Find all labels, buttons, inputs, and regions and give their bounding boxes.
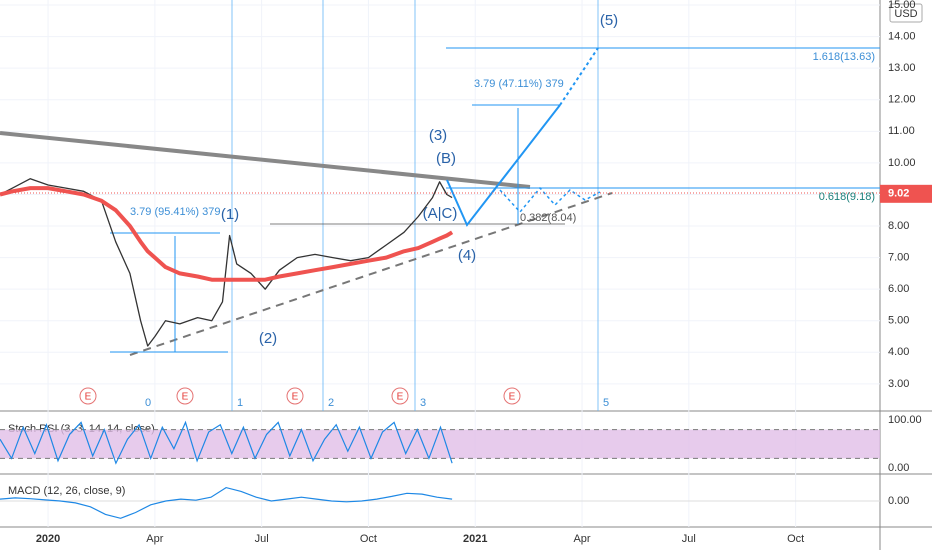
fib-label: 0.618(9.18) <box>819 191 875 203</box>
y-tick-label: 5.00 <box>888 315 909 327</box>
macd-line <box>0 486 453 519</box>
indicator-title: MACD (12, 26, close, 9) <box>8 485 125 497</box>
y-tick-label: 7.00 <box>888 251 909 263</box>
trendline <box>129 192 613 356</box>
wave-label: (B) <box>436 150 456 167</box>
cycle-label: 0 <box>145 397 151 409</box>
wave-projection <box>499 186 601 214</box>
y-tick-label: 0.00 <box>888 462 909 474</box>
price-line <box>0 186 454 282</box>
measure-label: 3.79 (47.11%) 379 <box>474 78 564 90</box>
x-tick-label: 2020 <box>36 533 60 545</box>
wave-label: (4) <box>458 247 476 264</box>
y-tick-label: 10.00 <box>888 157 916 169</box>
last-price-label: 9.02 <box>888 188 909 200</box>
drawings <box>0 0 880 411</box>
last-price-box <box>880 184 932 203</box>
x-tick-label: Oct <box>360 533 377 545</box>
y-tick-label: 4.00 <box>888 346 909 358</box>
x-tick-label: Apr <box>573 533 590 545</box>
y-tick-label: 6.00 <box>888 283 909 295</box>
x-tick-label: Jul <box>255 533 269 545</box>
x-tick-label: Apr <box>146 533 163 545</box>
cycle-label: 2 <box>328 397 334 409</box>
wave-label: (A|C) <box>423 205 458 222</box>
fib-label: 1.618(13.63) <box>813 51 875 63</box>
y-tick-label: 13.00 <box>888 62 916 74</box>
y-tick-label: 15.00 <box>888 0 916 11</box>
cycle-label: 5 <box>603 397 609 409</box>
earnings-markers: E E E E E <box>79 387 521 405</box>
currency: USD <box>894 8 917 20</box>
x-tick-label: 2021 <box>463 533 487 545</box>
wave-label: (2) <box>259 330 277 347</box>
earnings-marker[interactable] <box>176 387 194 405</box>
earnings-label: E <box>509 392 516 403</box>
y-tick-label: 0.00 <box>888 495 909 507</box>
x-tick-label: Oct <box>787 533 804 545</box>
currency-badge[interactable] <box>889 3 923 23</box>
y-tick-label: 12.00 <box>888 94 916 106</box>
fib-label: 0.382(8.04) <box>520 212 576 224</box>
y-tick-label: 14.00 <box>888 31 916 43</box>
earnings-label: E <box>397 392 404 403</box>
wave-projection <box>446 104 561 227</box>
y-tick-label: 3.00 <box>888 378 909 390</box>
cycle-label: 3 <box>420 397 426 409</box>
stoch-band <box>0 429 880 459</box>
y-tick-label: 100.00 <box>888 414 922 426</box>
earnings-marker[interactable] <box>286 387 304 405</box>
earnings-label: E <box>292 392 299 403</box>
measure-label: 3.79 (95.41%) 379 <box>130 206 221 218</box>
wave-label: (5) <box>600 12 618 29</box>
cycle-label: 1 <box>237 397 243 409</box>
wave-label: (3) <box>429 127 447 144</box>
y-tick-label: 11.00 <box>888 125 915 137</box>
earnings-marker[interactable] <box>391 387 409 405</box>
wave-label: (1) <box>221 206 239 223</box>
earnings-label: E <box>85 392 92 403</box>
earnings-marker[interactable] <box>79 387 97 405</box>
trendline <box>0 131 531 189</box>
earnings-marker[interactable] <box>503 387 521 405</box>
earnings-label: E <box>182 392 189 403</box>
y-tick-label: 8.00 <box>888 220 909 232</box>
x-tick-label: Jul <box>682 533 696 545</box>
stoch-line <box>0 420 453 465</box>
